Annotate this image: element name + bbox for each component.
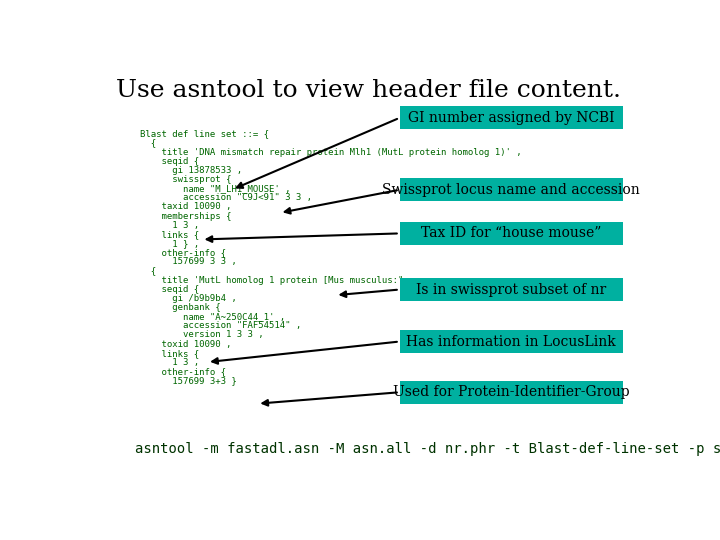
Text: 1 3 ,: 1 3 ,	[140, 221, 199, 230]
FancyBboxPatch shape	[400, 222, 623, 245]
Text: seqid {: seqid {	[140, 285, 199, 294]
Text: gi /b9b9b4 ,: gi /b9b9b4 ,	[140, 294, 237, 303]
Text: toxid 10090 ,: toxid 10090 ,	[140, 340, 232, 349]
FancyBboxPatch shape	[400, 381, 623, 404]
FancyBboxPatch shape	[400, 178, 623, 201]
Text: title 'DNA mismatch repair protein Mlh1 (MutL protein homolog 1)' ,: title 'DNA mismatch repair protein Mlh1 …	[140, 147, 522, 157]
Text: {: {	[140, 266, 156, 275]
Text: links {: links {	[140, 349, 199, 358]
Text: 1 3 ,: 1 3 ,	[140, 358, 199, 367]
Text: Used for Protein-Identifier-Group: Used for Protein-Identifier-Group	[393, 385, 629, 399]
Text: GI number assigned by NCBI: GI number assigned by NCBI	[408, 111, 615, 125]
Text: accession "C9J<91" 3 3 ,: accession "C9J<91" 3 3 ,	[140, 193, 312, 202]
Text: other-info {: other-info {	[140, 367, 226, 376]
Text: Has information in LocusLink: Has information in LocusLink	[406, 334, 616, 348]
Text: seqid {: seqid {	[140, 157, 199, 166]
Text: Tax ID for “house mouse”: Tax ID for “house mouse”	[421, 226, 601, 240]
Text: gi 13878533 ,: gi 13878533 ,	[140, 166, 243, 175]
Text: Swissprot locus name and accession: Swissprot locus name and accession	[382, 183, 640, 197]
Text: name "A~250C44_1' ,: name "A~250C44_1' ,	[140, 312, 285, 321]
Text: 157699 3 3 ,: 157699 3 3 ,	[140, 258, 237, 266]
Text: genbank {: genbank {	[140, 303, 221, 312]
Text: 157699 3+3 }: 157699 3+3 }	[140, 376, 237, 385]
Text: memberships {: memberships {	[140, 212, 232, 220]
FancyBboxPatch shape	[400, 330, 623, 353]
Text: version 1 3 3 ,: version 1 3 3 ,	[140, 330, 264, 340]
Text: links {: links {	[140, 230, 199, 239]
Text: Use asntool to view header file content.: Use asntool to view header file content.	[117, 79, 621, 103]
Text: accession "FAF54514" ,: accession "FAF54514" ,	[140, 321, 302, 330]
Text: Is in swissprot subset of nr: Is in swissprot subset of nr	[416, 282, 606, 296]
Text: Blast def line set ::= {: Blast def line set ::= {	[140, 129, 269, 138]
Text: 1 } ,: 1 } ,	[140, 239, 199, 248]
Text: other-info {: other-info {	[140, 248, 226, 257]
Text: {: {	[140, 138, 156, 147]
FancyBboxPatch shape	[400, 106, 623, 129]
FancyBboxPatch shape	[400, 278, 623, 301]
Text: title 'MutL homolog 1 protein [Mus musculus:": title 'MutL homolog 1 protein [Mus muscu…	[140, 275, 404, 285]
Text: swissprot {: swissprot {	[140, 175, 232, 184]
Text: name "M_LH1_MOUSE' ,: name "M_LH1_MOUSE' ,	[140, 184, 291, 193]
Text: asntool -m fastadl.asn -M asn.all -d nr.phr -t Blast-def-line-set -p stdout: asntool -m fastadl.asn -M asn.all -d nr.…	[135, 442, 720, 456]
Text: taxid 10090 ,: taxid 10090 ,	[140, 202, 232, 212]
